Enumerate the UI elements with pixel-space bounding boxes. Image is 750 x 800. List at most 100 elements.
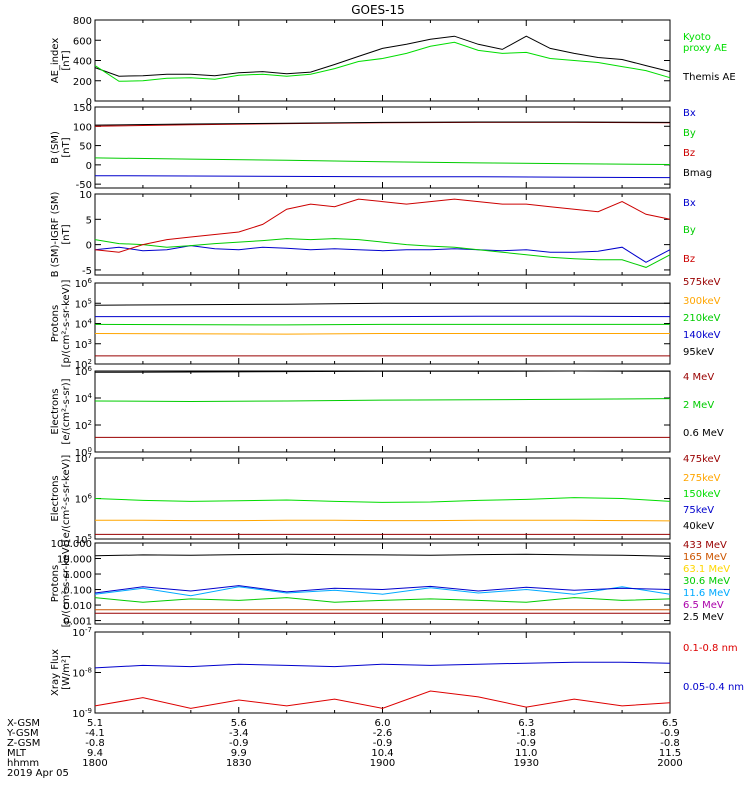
x-axis-value: 6.0: [375, 718, 391, 729]
y-axis-label: AE_index[nT]: [50, 38, 72, 84]
y-tick-label: 103: [75, 338, 92, 351]
x-axis-value: 1900: [370, 758, 395, 769]
series-line-0-6-mev: [94, 370, 671, 373]
series-line-150kev: [94, 497, 671, 503]
y-tick-label: 100: [73, 122, 92, 133]
y-tick-label: 10.000: [57, 555, 92, 566]
legend-575kev: 575keV: [683, 277, 721, 288]
y-tick-label: 400: [73, 57, 92, 68]
series-line-11-6-mev: [94, 586, 671, 597]
legend-11-6-mev: 11.6 MeV: [683, 588, 730, 599]
panel-frame: [94, 193, 671, 276]
y-tick-label: 0.100: [63, 586, 92, 597]
series-line-bx: [94, 245, 671, 263]
panel-2: -5 0 5 10 B (SM)-IGRF (SM)[nT] Bx By Bz: [50, 190, 696, 277]
legend-6-5-mev: 6.5 MeV: [683, 600, 724, 611]
legend-75kev: 75keV: [683, 505, 714, 516]
x-axis-value: 6.3: [518, 718, 534, 729]
legend-95kev: 95keV: [683, 347, 714, 358]
y-tick-label: 102: [75, 419, 92, 432]
x-axis-value: -0.9: [373, 738, 393, 749]
y-axis-label: Electrons[e/(cm²-s-sr-keV)]: [50, 455, 72, 543]
legend-bmag: Bmag: [683, 168, 712, 179]
legend-433-mev: 433 MeV: [683, 540, 727, 551]
series-line-themis-ae: [94, 35, 671, 77]
series-line-kyoto-proxy-ae: [94, 41, 671, 82]
y-tick-label: 0: [86, 241, 92, 252]
legend-bx: Bx: [683, 198, 696, 209]
y-tick-label: 0.001: [63, 617, 92, 628]
series-line-275kev: [95, 519, 671, 522]
series-line-0-05-0-4-nm: [94, 661, 671, 669]
series-line-bz: [94, 198, 671, 253]
x-axis-value: -4.1: [85, 728, 105, 739]
y-tick-label: 105: [75, 533, 92, 546]
legend-bz: Bz: [683, 148, 695, 159]
y-tick-label: 106: [75, 365, 93, 378]
x-axis-value: 2000: [657, 758, 682, 769]
x-axis-value: 5.1: [87, 718, 103, 729]
x-axis-row-label: X-GSM: [7, 718, 40, 729]
series-line-by: [94, 157, 671, 165]
x-axis-value: -0.8: [85, 738, 105, 749]
series-line-0-1-0-8-nm: [94, 690, 671, 709]
y-tick-label: 10-8: [72, 667, 92, 680]
series-line-bmag: [94, 121, 671, 126]
y-tick-label: 106: [75, 277, 93, 290]
legend-275kev: 275keV: [683, 473, 721, 484]
y-axis-label: Xray Flux[W/m²]: [50, 649, 72, 696]
series-line-210kev: [94, 323, 670, 326]
x-axis-row-label: Z-GSM: [7, 738, 40, 749]
x-axis-value: -1.8: [516, 728, 536, 739]
x-axis-value: 11.5: [659, 748, 681, 759]
legend-bz: Bz: [683, 254, 695, 265]
panel-frame: [94, 282, 671, 365]
y-tick-label: 100.000: [51, 539, 92, 550]
panel-frame: [94, 457, 671, 540]
panel-frame: [94, 370, 671, 453]
y-axis-label: Protons[p/(cm²-s-sr-keV)]: [50, 540, 72, 628]
legend-30-6-mev: 30.6 MeV: [683, 576, 730, 587]
legend-40kev: 40keV: [683, 521, 714, 532]
legend-140kev: 140keV: [683, 330, 721, 341]
plot-title: GOES-15: [351, 3, 405, 17]
legend-0-1-0-8-nm: 0.1-0.8 nm: [683, 643, 738, 654]
y-tick-label: 107: [75, 452, 92, 465]
y-tick-label: 106: [75, 493, 93, 506]
y-tick-label: 104: [75, 318, 93, 331]
y-tick-label: 200: [73, 77, 92, 88]
y-tick-label: 102: [75, 358, 92, 371]
x-axis-row-label: MLT: [7, 748, 27, 759]
legend-by: By: [683, 225, 696, 236]
series-line-30-6-mev: [94, 597, 671, 603]
y-tick-label: 800: [73, 16, 92, 27]
x-axis-row-label: Y-GSM: [6, 728, 39, 739]
x-axis-value: 6.5: [662, 718, 678, 729]
y-axis-label: B (SM)-IGRF (SM)[nT]: [50, 192, 72, 278]
legend-kyoto: Kyoto: [683, 32, 711, 43]
y-tick-label: 600: [73, 36, 92, 47]
y-tick-label: 10: [79, 190, 92, 201]
y-tick-label: 100: [75, 446, 92, 459]
y-axis-label: Electrons[e/(cm²-s-sr)]: [50, 378, 72, 444]
series-line-140kev: [94, 333, 670, 335]
x-axis-value: 9.4: [87, 748, 103, 759]
panel-3: 102 103 104 105 106Protons[p/(cm²-s-sr-keV)]…: [50, 277, 721, 371]
series-line-by: [94, 238, 671, 268]
x-axis-row-label: 2019 Apr 05: [7, 768, 69, 779]
y-tick-label: 0.010: [63, 601, 92, 612]
x-axis-value: 1930: [514, 758, 539, 769]
y-axis-label: B (SM)[nT]: [50, 131, 72, 164]
series-line-bx: [94, 175, 671, 179]
legend-bx: Bx: [683, 108, 696, 119]
legend-themis-ae: Themis AE: [682, 72, 736, 83]
series-line-575kev: [94, 302, 670, 306]
legend-165-mev: 165 MeV: [683, 552, 727, 563]
y-tick-label: 10-9: [72, 707, 92, 720]
